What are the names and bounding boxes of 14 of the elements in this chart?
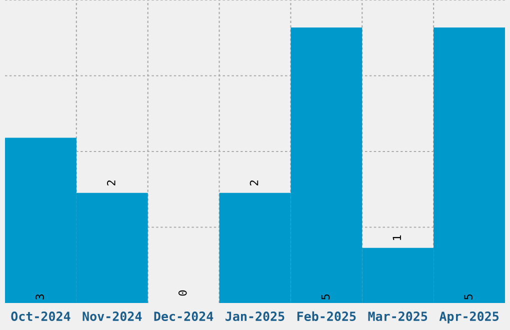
data-label: 5: [321, 294, 330, 300]
data-label: 3: [36, 294, 44, 300]
x-tick-label: Nov-2024: [82, 312, 142, 322]
x-tick-label: Feb-2025: [297, 311, 356, 322]
x-tick-label: Dec-2024: [154, 312, 214, 322]
x-tick-label: Mar-2025: [368, 312, 428, 322]
x-tick-label: Oct-2024: [11, 312, 70, 322]
data-label: 2: [250, 180, 258, 186]
data-label: 1: [392, 235, 401, 240]
x-tick-label: Apr-2025: [439, 312, 499, 324]
x-tick-label: Jan-2025: [226, 312, 284, 322]
data-label: 5: [464, 294, 473, 300]
data-label: 2: [106, 180, 116, 186]
data-label: 0: [178, 290, 187, 296]
